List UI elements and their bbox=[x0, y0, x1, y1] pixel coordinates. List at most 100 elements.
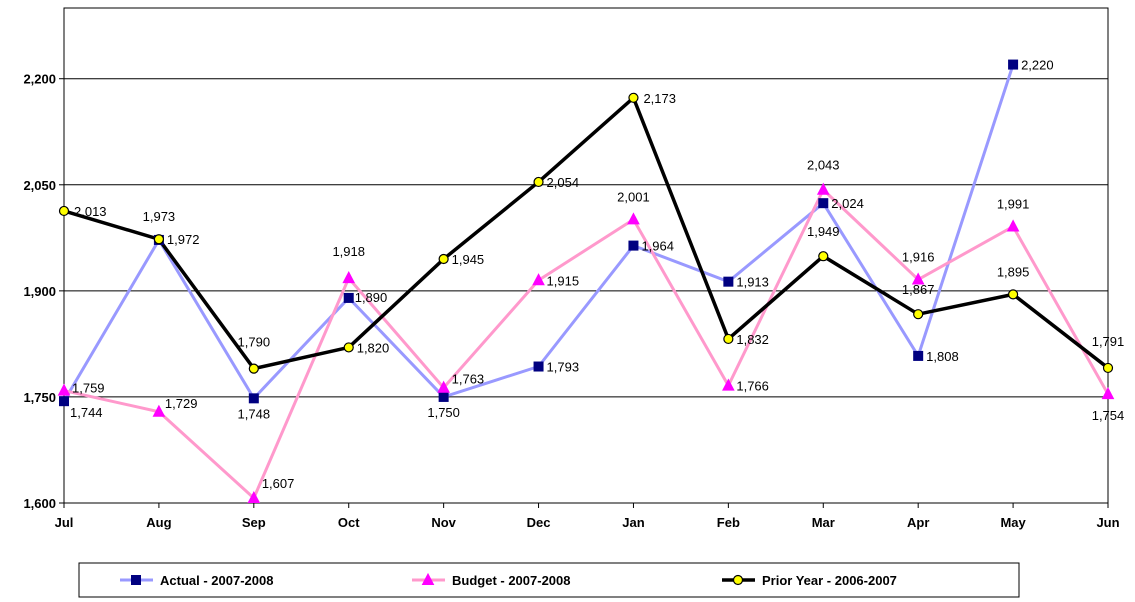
data-label: 1,820 bbox=[357, 340, 390, 355]
data-point bbox=[627, 212, 640, 225]
data-point bbox=[57, 383, 71, 396]
data-label: 1,915 bbox=[547, 273, 580, 288]
legend-item-actual: Actual - 2007-2008 bbox=[120, 573, 273, 588]
data-point bbox=[911, 272, 925, 285]
data-label: 2,173 bbox=[643, 91, 676, 106]
data-label: 1,790 bbox=[238, 335, 271, 350]
data-label: 1,895 bbox=[997, 264, 1030, 279]
data-point bbox=[438, 253, 449, 265]
data-point bbox=[818, 198, 829, 209]
markers-budget bbox=[57, 182, 1115, 504]
data-label: 1,945 bbox=[452, 252, 485, 267]
data-label: 1,759 bbox=[72, 381, 105, 396]
y-tick-label: 1,600 bbox=[23, 496, 56, 511]
x-tick-label: Aug bbox=[146, 515, 171, 530]
legend-frame bbox=[78, 562, 1020, 598]
x-tick-label: Apr bbox=[907, 515, 929, 530]
plot-frame bbox=[63, 7, 1109, 504]
data-label: 1,832 bbox=[736, 332, 769, 347]
data-point bbox=[532, 273, 545, 286]
data-point bbox=[628, 92, 639, 103]
data-point bbox=[818, 251, 829, 262]
data-label: 2,220 bbox=[1021, 58, 1054, 73]
data-label: 1,791 bbox=[1092, 334, 1125, 349]
gridlines bbox=[64, 78, 1108, 398]
legend-label: Actual - 2007-2008 bbox=[160, 573, 273, 588]
data-label: 2,013 bbox=[74, 204, 107, 219]
data-point bbox=[247, 490, 261, 504]
data-point bbox=[913, 350, 924, 361]
data-point bbox=[248, 363, 259, 374]
x-tick-label: Sep bbox=[242, 515, 266, 530]
data-label: 1,913 bbox=[736, 275, 769, 290]
data-label: 1,729 bbox=[165, 396, 198, 411]
data-label: 2,001 bbox=[617, 189, 650, 204]
data-label: 1,607 bbox=[262, 476, 295, 491]
data-label: 1,890 bbox=[355, 290, 388, 305]
x-tick-label: Nov bbox=[431, 515, 456, 530]
legend-label: Budget - 2007-2008 bbox=[452, 573, 571, 588]
data-label: 2,024 bbox=[831, 196, 864, 211]
x-tick-label: Oct bbox=[338, 515, 360, 530]
data-point bbox=[343, 292, 354, 303]
data-point bbox=[628, 240, 639, 251]
legend: Actual - 2007-2008 Budget - 2007-2008 Prio… bbox=[78, 562, 1020, 598]
series-layer bbox=[57, 59, 1115, 504]
x-tick-label: Dec bbox=[527, 515, 551, 530]
x-tick-label: Mar bbox=[812, 515, 835, 530]
data-label: 2,043 bbox=[807, 158, 840, 173]
data-point bbox=[248, 393, 259, 404]
data-label: 1,991 bbox=[997, 197, 1030, 212]
x-tick-label: Jun bbox=[1096, 515, 1119, 530]
legend-marker bbox=[732, 574, 744, 586]
data-label: 1,750 bbox=[427, 405, 460, 420]
data-point bbox=[1007, 289, 1019, 300]
data-label: 2,054 bbox=[547, 175, 580, 190]
y-tick-label: 1,750 bbox=[23, 390, 56, 405]
data-label: 1,867 bbox=[902, 282, 935, 297]
data-point bbox=[722, 378, 735, 391]
legend-item-prior-year: Prior Year - 2006-2007 bbox=[722, 573, 897, 588]
data-point bbox=[342, 271, 356, 284]
data-point bbox=[343, 342, 354, 353]
data-point bbox=[1008, 59, 1019, 70]
data-point bbox=[437, 380, 450, 393]
data-point bbox=[533, 176, 544, 188]
series-line-budget bbox=[63, 187, 1110, 501]
y-tick-label: 2,050 bbox=[23, 178, 56, 193]
series-line-prior-year bbox=[63, 94, 1110, 371]
data-point bbox=[58, 205, 70, 217]
data-point bbox=[153, 234, 165, 245]
data-label: 1,916 bbox=[902, 250, 935, 265]
y-tick-label: 1,900 bbox=[23, 284, 56, 299]
data-label: 1,748 bbox=[238, 406, 271, 421]
data-labels: 1,744 1,972 1,748 1,890 1,750 1,793 1,964 1,913… bbox=[70, 58, 1124, 491]
legend-marker bbox=[131, 575, 141, 585]
data-label: 1,949 bbox=[807, 224, 840, 239]
legend-marker bbox=[421, 572, 435, 585]
data-point bbox=[438, 391, 449, 402]
data-label: 1,808 bbox=[926, 349, 959, 364]
x-tick-label: Jan bbox=[622, 515, 644, 530]
plot-area bbox=[63, 7, 1109, 504]
x-axis: Jul Aug Sep Oct Nov Dec Jan Feb Mar Apr May Jun bbox=[55, 503, 1120, 530]
data-point bbox=[723, 333, 734, 345]
x-tick-label: Feb bbox=[717, 515, 740, 530]
data-point bbox=[723, 276, 734, 287]
data-point bbox=[913, 309, 924, 320]
data-label: 1,964 bbox=[641, 239, 674, 254]
y-axis: 1,600 1,750 1,900 2,050 2,200 bbox=[23, 72, 64, 511]
legend-item-budget: Budget - 2007-2008 bbox=[412, 572, 571, 588]
x-tick-label: Jul bbox=[55, 515, 74, 530]
data-label: 1,972 bbox=[167, 232, 200, 247]
data-point bbox=[1102, 362, 1114, 374]
data-point bbox=[816, 182, 830, 195]
data-label: 1,754 bbox=[1092, 408, 1125, 423]
data-label: 1,766 bbox=[736, 379, 769, 394]
data-label: 1,763 bbox=[452, 372, 485, 387]
y-tick-label: 2,200 bbox=[23, 72, 56, 87]
data-point bbox=[1101, 387, 1115, 400]
data-point bbox=[152, 404, 166, 417]
data-label: 1,744 bbox=[70, 405, 103, 420]
